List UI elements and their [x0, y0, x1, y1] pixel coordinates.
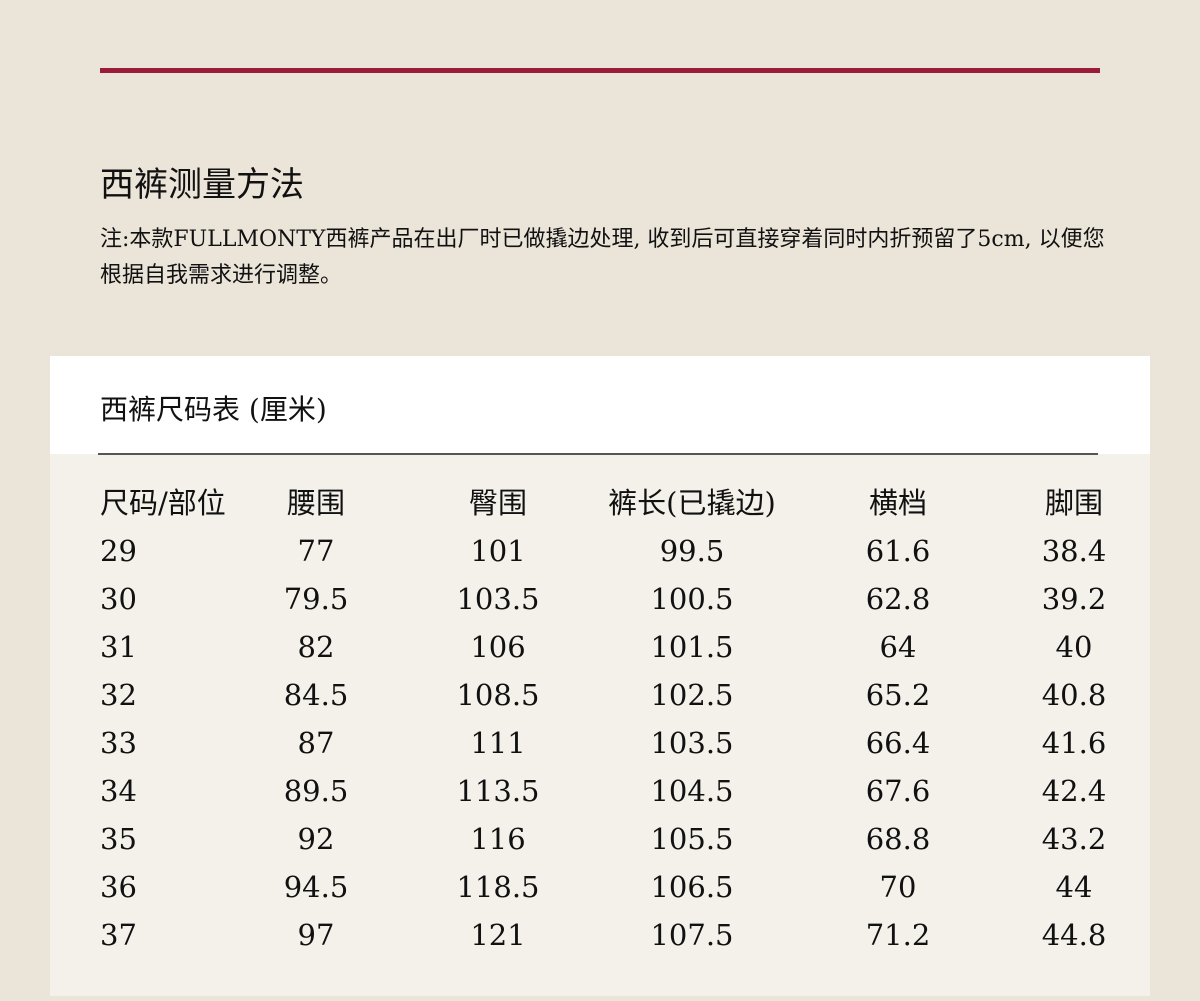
table-cell: 67.6 — [865, 774, 931, 808]
table-cell: 103.5 — [650, 726, 734, 760]
table-cell: 71.2 — [865, 918, 931, 952]
table-cell: 40 — [1055, 630, 1093, 664]
size-chart-header: 西裤尺码表 (厘米) — [50, 356, 1150, 454]
table-cell: 101 — [470, 534, 526, 568]
table-cell: 100.5 — [650, 582, 734, 616]
column-header: 腰围 — [286, 486, 346, 520]
table-cell: 31 — [100, 630, 137, 664]
table-cell: 61.6 — [865, 534, 931, 568]
table-row: 33 87 111 103.5 66.4 41.6 — [50, 719, 1150, 767]
table-cell: 97 — [297, 918, 335, 952]
table-cell: 41.6 — [1041, 726, 1107, 760]
table-cell: 106.5 — [650, 870, 734, 904]
table-cell: 36 — [100, 870, 137, 904]
table-cell: 118.5 — [456, 870, 540, 904]
table-cell: 105.5 — [650, 822, 734, 856]
table-cell: 89.5 — [283, 774, 349, 808]
table-cell: 30 — [100, 582, 137, 616]
table-cell: 42.4 — [1041, 774, 1107, 808]
size-chart-title: 西裤尺码表 (厘米) — [100, 393, 327, 426]
table-row: 37 97 121 107.5 71.2 44.8 — [50, 911, 1150, 959]
care-note: 注:本款FULLMONTY西裤产品在出厂时已做撬边处理, 收到后可直接穿着同时内… — [100, 227, 1105, 288]
table-cell: 103.5 — [456, 582, 540, 616]
table-cell: 102.5 — [650, 678, 734, 712]
table-row: 31 82 106 101.5 64 40 — [50, 623, 1150, 671]
table-cell: 70 — [879, 870, 917, 904]
table-cell: 121 — [470, 918, 526, 952]
table-cell: 113.5 — [456, 774, 540, 808]
table-cell: 32 — [100, 678, 137, 712]
table-cell: 44 — [1055, 870, 1093, 904]
table-row: 30 79.5 103.5 100.5 62.8 39.2 — [50, 575, 1150, 623]
page-title: 西裤测量方法 — [100, 165, 304, 205]
column-header: 裤长(已撬边) — [608, 486, 776, 520]
table-cell: 84.5 — [283, 678, 349, 712]
table-cell: 35 — [100, 822, 137, 856]
column-header: 脚围 — [1044, 486, 1104, 520]
table-cell: 29 — [100, 534, 137, 568]
table-cell: 108.5 — [456, 678, 540, 712]
table-cell: 116 — [470, 822, 526, 856]
table-cell: 92 — [297, 822, 335, 856]
accent-divider — [100, 68, 1100, 73]
table-cell: 38.4 — [1041, 534, 1107, 568]
table-cell: 87 — [297, 726, 335, 760]
table-cell: 40.8 — [1041, 678, 1107, 712]
table-cell: 65.2 — [865, 678, 931, 712]
table-cell: 62.8 — [865, 582, 931, 616]
table-row: 32 84.5 108.5 102.5 65.2 40.8 — [50, 671, 1150, 719]
column-header: 横档 — [868, 486, 928, 520]
table-cell: 106 — [470, 630, 526, 664]
table-cell: 66.4 — [865, 726, 931, 760]
table-row: 35 92 116 105.5 68.8 43.2 — [50, 815, 1150, 863]
table-row: 36 94.5 118.5 106.5 70 44 — [50, 863, 1150, 911]
table-row: 29 77 101 99.5 61.6 38.4 — [50, 527, 1150, 575]
table-header-row: 尺码/部位 腰围 臀围 裤长(已撬边) 横档 脚围 — [50, 479, 1150, 527]
column-header: 臀围 — [468, 486, 528, 520]
table-cell: 82 — [297, 630, 335, 664]
table-cell: 104.5 — [650, 774, 734, 808]
table-cell: 111 — [470, 726, 526, 760]
table-cell: 107.5 — [650, 918, 734, 952]
table-cell: 99.5 — [659, 534, 725, 568]
table-cell: 33 — [100, 726, 137, 760]
table-cell: 68.8 — [865, 822, 931, 856]
table-cell: 79.5 — [283, 582, 349, 616]
table-cell: 39.2 — [1041, 582, 1107, 616]
table-cell: 37 — [100, 918, 137, 952]
table-cell: 77 — [297, 534, 335, 568]
table-cell: 44.8 — [1041, 918, 1107, 952]
table-cell: 34 — [100, 774, 137, 808]
column-header: 尺码/部位 — [100, 486, 226, 520]
table-cell: 64 — [879, 630, 917, 664]
table-row: 34 89.5 113.5 104.5 67.6 42.4 — [50, 767, 1150, 815]
size-chart-card: 西裤尺码表 (厘米) 尺码/部位 腰围 臀围 裤长(已撬边) 横档 脚围 29 77 101 99… — [50, 356, 1150, 996]
table-cell: 94.5 — [283, 870, 349, 904]
table-cell: 43.2 — [1041, 822, 1107, 856]
table-divider — [98, 453, 1098, 455]
table-cell: 101.5 — [650, 630, 734, 664]
